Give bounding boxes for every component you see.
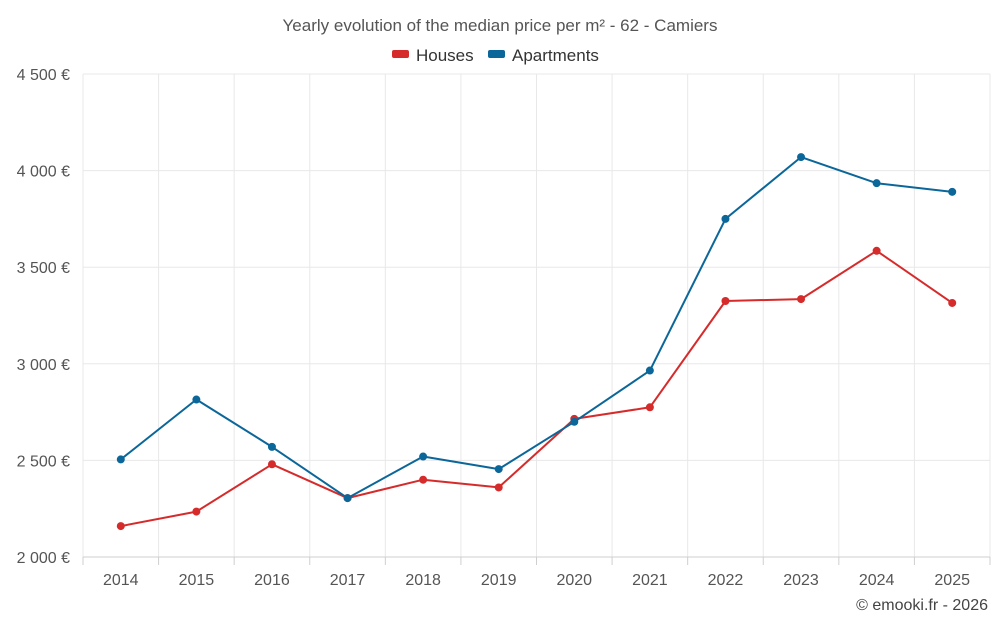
data-point-apartments[interactable] [948, 187, 957, 196]
data-point-apartments[interactable] [797, 153, 806, 162]
x-tick-label: 2018 [405, 572, 441, 589]
series [116, 153, 957, 531]
x-tick-label: 2025 [934, 572, 970, 589]
y-tick-label: 3 000 € [17, 357, 70, 374]
data-point-apartments[interactable] [570, 417, 579, 426]
legend-label-apartments[interactable]: Apartments [512, 46, 599, 65]
data-point-houses[interactable] [872, 246, 881, 255]
x-tick-label: 2024 [859, 572, 895, 589]
y-tick-label: 2 500 € [17, 453, 70, 470]
data-point-houses[interactable] [494, 483, 503, 492]
data-point-apartments[interactable] [721, 214, 730, 223]
data-point-apartments[interactable] [192, 395, 201, 404]
series-line-apartments [120, 156, 953, 500]
legend-label-houses[interactable]: Houses [416, 46, 474, 65]
chart-title: Yearly evolution of the median price per… [283, 16, 718, 35]
data-point-apartments[interactable] [494, 465, 503, 474]
data-point-apartments[interactable] [872, 179, 881, 188]
y-tick-label: 2 000 € [17, 550, 70, 567]
legend: Houses Apartments [392, 46, 599, 65]
data-point-apartments[interactable] [645, 366, 654, 375]
data-point-houses[interactable] [948, 298, 957, 307]
series-line-houses [120, 249, 953, 528]
x-tick-label: 2014 [103, 572, 139, 589]
data-point-houses[interactable] [797, 295, 806, 304]
x-tick-label: 2017 [330, 572, 366, 589]
y-tick-label: 4 500 € [17, 67, 70, 84]
x-tick-label: 2022 [708, 572, 744, 589]
axes: 2 000 € 2 500 € 3 000 € 3 500 € 4 000 € 4 500… [17, 67, 991, 589]
data-point-apartments[interactable] [267, 442, 276, 451]
data-point-houses[interactable] [721, 297, 730, 306]
data-point-apartments[interactable] [419, 452, 428, 461]
x-tick-label: 2015 [179, 572, 215, 589]
grid [82, 73, 991, 557]
y-tick-label: 3 500 € [17, 260, 70, 277]
legend-swatch-houses [392, 50, 409, 58]
data-point-houses[interactable] [419, 475, 428, 484]
x-tick-label: 2021 [632, 572, 668, 589]
data-point-houses[interactable] [645, 403, 654, 412]
x-tick-label: 2023 [783, 572, 819, 589]
y-tick-label: 4 000 € [17, 164, 70, 181]
x-tick-label: 2016 [254, 572, 290, 589]
data-point-houses[interactable] [192, 507, 201, 516]
x-tick-label: 2020 [556, 572, 592, 589]
x-tick-label: 2019 [481, 572, 517, 589]
data-point-houses[interactable] [267, 460, 276, 469]
data-point-apartments[interactable] [343, 494, 352, 503]
legend-swatch-apartments [488, 50, 505, 58]
data-point-apartments[interactable] [116, 455, 125, 464]
credit-text: © emooki.fr - 2026 [856, 597, 988, 614]
data-point-houses[interactable] [116, 522, 125, 531]
